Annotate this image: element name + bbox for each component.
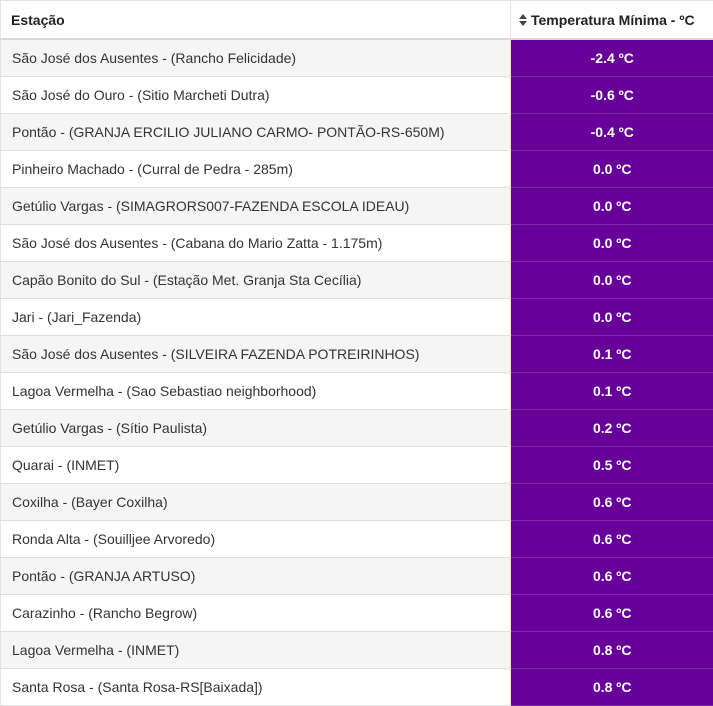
min-temperature-cell: 0.6 ºC — [511, 595, 713, 632]
table-row: Lagoa Vermelha - (INMET)0.8 ºC — [1, 632, 713, 669]
table-row: Pinheiro Machado - (Curral de Pedra - 28… — [1, 151, 713, 188]
station-name-cell: Jari - (Jari_Fazenda) — [1, 299, 511, 336]
min-temperature-cell: -0.6 ºC — [511, 77, 713, 114]
table-row: Jari - (Jari_Fazenda)0.0 ºC — [1, 299, 713, 336]
table-row: Quarai - (INMET)0.5 ºC — [1, 447, 713, 484]
station-name-cell: Lagoa Vermelha - (Sao Sebastiao neighbor… — [1, 373, 511, 410]
min-temperature-cell: 0.5 ºC — [511, 447, 713, 484]
station-name-cell: Pontão - (GRANJA ARTUSO) — [1, 558, 511, 595]
table-row: Capão Bonito do Sul - (Estação Met. Gran… — [1, 262, 713, 299]
min-temperature-cell: 0.1 ºC — [511, 373, 713, 410]
station-name-cell: Getúlio Vargas - (Sítio Paulista) — [1, 410, 511, 447]
table-row: Pontão - (GRANJA ERCILIO JULIANO CARMO- … — [1, 114, 713, 151]
table-row: Lagoa Vermelha - (Sao Sebastiao neighbor… — [1, 373, 713, 410]
temperature-column-header[interactable]: Temperatura Mínima - ºC — [511, 1, 713, 40]
station-name-cell: Lagoa Vermelha - (INMET) — [1, 632, 511, 669]
min-temperature-cell: 0.6 ºC — [511, 558, 713, 595]
station-name-cell: São José dos Ausentes - (Cabana do Mario… — [1, 225, 511, 262]
station-name-cell: Capão Bonito do Sul - (Estação Met. Gran… — [1, 262, 511, 299]
min-temperature-cell: 0.0 ºC — [511, 188, 713, 225]
table-row: Pontão - (GRANJA ARTUSO)0.6 ºC — [1, 558, 713, 595]
station-column-header[interactable]: Estação — [1, 1, 511, 40]
min-temperature-cell: 0.0 ºC — [511, 262, 713, 299]
station-header-label: Estação — [11, 12, 65, 28]
min-temperature-cell: 0.0 ºC — [511, 151, 713, 188]
min-temperature-cell: 0.8 ºC — [511, 669, 713, 706]
station-name-cell: Getúlio Vargas - (SIMAGRORS007-FAZENDA E… — [1, 188, 511, 225]
table-row: Coxilha - (Bayer Coxilha)0.6 ºC — [1, 484, 713, 521]
min-temperature-cell: -0.4 ºC — [511, 114, 713, 151]
station-name-cell: Pinheiro Machado - (Curral de Pedra - 28… — [1, 151, 511, 188]
min-temperature-cell: 0.6 ºC — [511, 521, 713, 558]
table-row: São José dos Ausentes - (Rancho Felicida… — [1, 39, 713, 77]
min-temperature-cell: 0.6 ºC — [511, 484, 713, 521]
min-temperature-cell: 0.0 ºC — [511, 225, 713, 262]
min-temperature-cell: -2.4 ºC — [511, 39, 713, 77]
table-row: Getúlio Vargas - (SIMAGRORS007-FAZENDA E… — [1, 188, 713, 225]
min-temperature-cell: 0.1 ºC — [511, 336, 713, 373]
header-row: Estação Temperatura Mínima - ºC — [1, 1, 713, 40]
table-row: São José do Ouro - (Sitio Marcheti Dutra… — [1, 77, 713, 114]
table-row: Ronda Alta - (Souilljee Arvoredo)0.6 ºC — [1, 521, 713, 558]
sort-icon[interactable] — [519, 14, 527, 26]
station-name-cell: Pontão - (GRANJA ERCILIO JULIANO CARMO- … — [1, 114, 511, 151]
station-name-cell: Santa Rosa - (Santa Rosa-RS[Baixada]) — [1, 669, 511, 706]
min-temperature-cell: 0.8 ºC — [511, 632, 713, 669]
station-name-cell: Ronda Alta - (Souilljee Arvoredo) — [1, 521, 511, 558]
station-name-cell: São José do Ouro - (Sitio Marcheti Dutra… — [1, 77, 511, 114]
table-header: Estação Temperatura Mínima - ºC — [1, 1, 713, 40]
station-name-cell: Coxilha - (Bayer Coxilha) — [1, 484, 511, 521]
station-name-cell: Quarai - (INMET) — [1, 447, 511, 484]
table-row: São José dos Ausentes - (SILVEIRA FAZEND… — [1, 336, 713, 373]
table-row: Santa Rosa - (Santa Rosa-RS[Baixada])0.8… — [1, 669, 713, 706]
table-row: Getúlio Vargas - (Sítio Paulista)0.2 ºC — [1, 410, 713, 447]
table-row: Carazinho - (Rancho Begrow)0.6 ºC — [1, 595, 713, 632]
temperature-header-label: Temperatura Mínima - ºC — [531, 12, 695, 28]
station-name-cell: Carazinho - (Rancho Begrow) — [1, 595, 511, 632]
table-body: São José dos Ausentes - (Rancho Felicida… — [1, 39, 713, 706]
min-temperature-cell: 0.0 ºC — [511, 299, 713, 336]
table-row: São José dos Ausentes - (Cabana do Mario… — [1, 225, 713, 262]
min-temperature-cell: 0.2 ºC — [511, 410, 713, 447]
station-name-cell: São José dos Ausentes - (SILVEIRA FAZEND… — [1, 336, 511, 373]
station-name-cell: São José dos Ausentes - (Rancho Felicida… — [1, 39, 511, 77]
